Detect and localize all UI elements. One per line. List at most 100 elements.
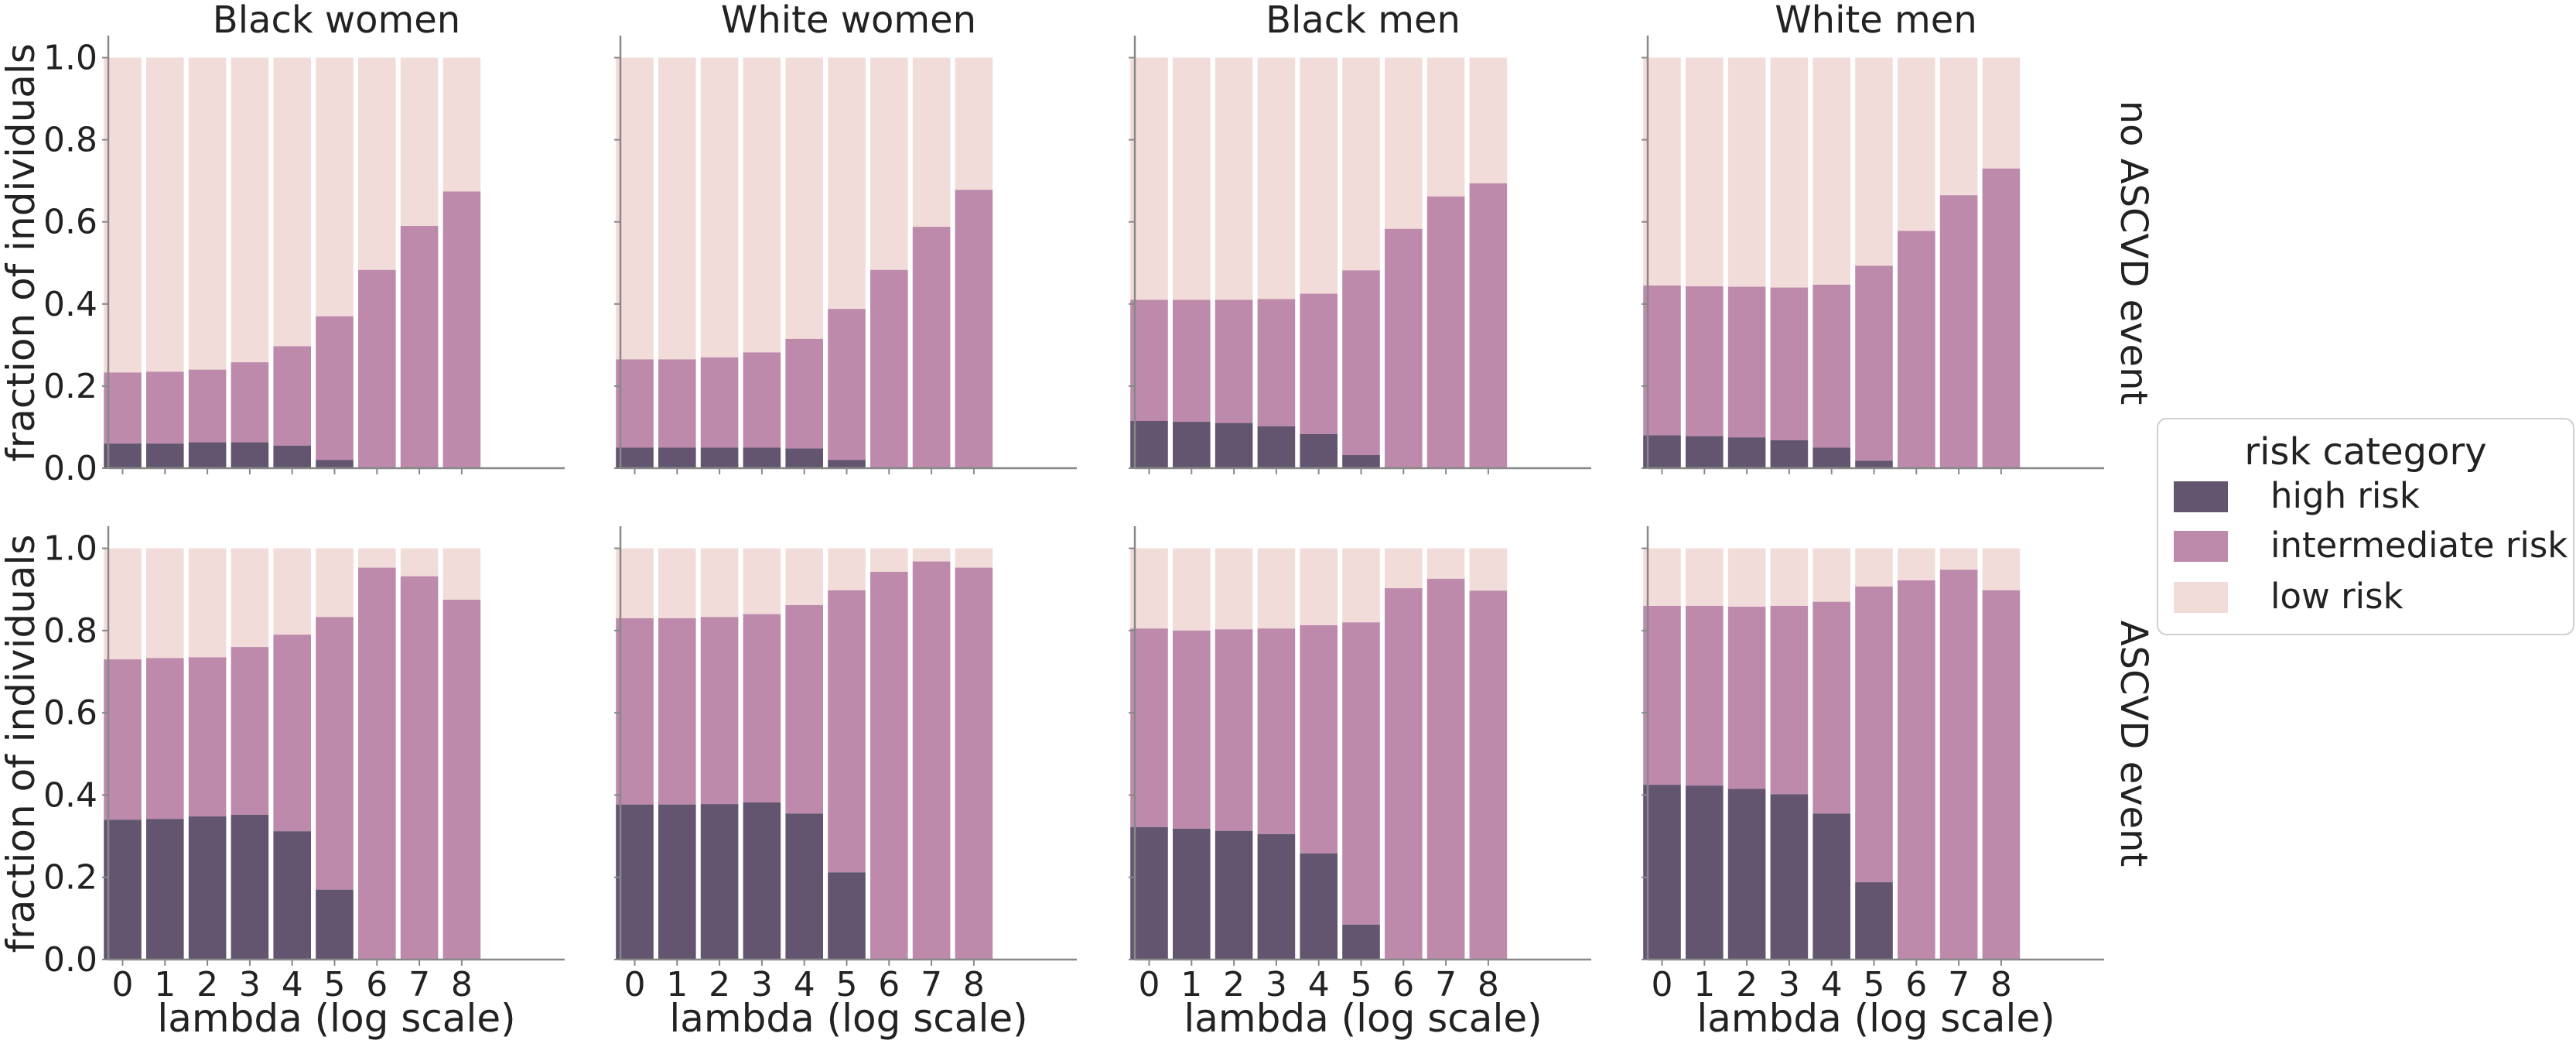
- bar-low-risk: [955, 57, 993, 190]
- y-tick-label: 0.0: [43, 449, 97, 488]
- bar-low-risk: [616, 548, 654, 618]
- bar-intermediate-risk: [700, 357, 739, 448]
- bar-low-risk: [1385, 548, 1423, 589]
- bar-high-risk: [146, 443, 184, 468]
- bar-low-risk: [231, 548, 269, 648]
- bar-low-risk: [1469, 57, 1508, 183]
- bar-high-risk: [1342, 455, 1380, 468]
- bar-intermediate-risk: [1215, 299, 1253, 423]
- bar-high-risk: [658, 447, 696, 468]
- y-tick-label: 1.0: [43, 529, 97, 569]
- bar-low-risk: [146, 548, 184, 659]
- bar-high-risk: [1686, 785, 1724, 960]
- x-tick-label: 0: [112, 965, 134, 1004]
- legend-label: high risk: [2270, 475, 2420, 516]
- bar-low-risk: [955, 548, 993, 568]
- bar-intermediate-risk: [442, 191, 481, 468]
- legend-swatch: [2174, 531, 2228, 562]
- bar-high-risk: [1300, 853, 1338, 960]
- facet-column-title: Black women: [213, 0, 460, 42]
- bar-intermediate-risk: [912, 561, 951, 960]
- facet-column-title: Black men: [1266, 0, 1461, 42]
- bar-high-risk: [743, 802, 781, 960]
- bar-low-risk: [700, 548, 739, 618]
- bar-low-risk: [104, 548, 142, 660]
- bar-low-risk: [1643, 548, 1681, 606]
- bar-intermediate-risk: [146, 371, 184, 444]
- bar-low-risk: [700, 57, 739, 358]
- bar-intermediate-risk: [1686, 286, 1724, 436]
- bar-low-risk: [658, 548, 696, 618]
- bar-high-risk: [828, 460, 866, 468]
- y-tick-label: 0.0: [43, 940, 97, 980]
- bar-intermediate-risk: [1770, 287, 1809, 440]
- bar-high-risk: [1342, 924, 1380, 960]
- bar-high-risk: [1130, 420, 1168, 468]
- x-tick-label: 5: [324, 965, 346, 1004]
- bar-low-risk: [1130, 57, 1168, 300]
- bar-intermediate-risk: [104, 372, 142, 444]
- bar-low-risk: [1257, 548, 1296, 629]
- bar-low-risk: [1426, 548, 1465, 579]
- bar-intermediate-risk: [442, 600, 481, 960]
- bar-intermediate-risk: [1939, 195, 1978, 468]
- bar-low-risk: [785, 57, 823, 339]
- bar-low-risk: [188, 57, 227, 370]
- bar-low-risk: [870, 57, 908, 270]
- bar-intermediate-risk: [616, 359, 654, 448]
- bar-intermediate-risk: [1855, 586, 1893, 883]
- x-tick-label: 6: [1905, 965, 1927, 1004]
- bar-low-risk: [1130, 548, 1168, 629]
- bar-intermediate-risk: [1727, 286, 1766, 438]
- bar-low-risk: [1898, 57, 1935, 231]
- bar-high-risk: [1130, 826, 1168, 960]
- bar-intermediate-risk: [146, 658, 184, 819]
- bar-intermediate-risk: [1643, 605, 1681, 785]
- bar-low-risk: [1173, 548, 1211, 631]
- x-tick-label: 8: [451, 965, 473, 1004]
- bar-high-risk: [1215, 423, 1253, 468]
- bar-low-risk: [442, 548, 481, 600]
- bar-low-risk: [1215, 57, 1253, 300]
- bar-low-risk: [1342, 57, 1380, 271]
- bar-high-risk: [1643, 785, 1681, 960]
- bar-intermediate-risk: [1342, 270, 1380, 456]
- bar-low-risk: [912, 548, 951, 562]
- bar-intermediate-risk: [316, 316, 354, 460]
- x-axis-label: lambda (log scale): [1184, 996, 1542, 1041]
- bar-intermediate-risk: [1300, 624, 1338, 854]
- bar-low-risk: [316, 548, 354, 618]
- bar-high-risk: [700, 804, 739, 960]
- bar-intermediate-risk: [1469, 590, 1508, 960]
- bar-intermediate-risk: [1385, 588, 1423, 960]
- bar-high-risk: [188, 816, 227, 960]
- x-tick-label: 0: [1652, 965, 1673, 1004]
- bar-intermediate-risk: [104, 659, 142, 820]
- bar-high-risk: [273, 445, 311, 468]
- x-tick-label: 7: [1948, 965, 1970, 1004]
- x-tick-label: 7: [921, 965, 942, 1004]
- bar-high-risk: [1855, 882, 1893, 960]
- bar-intermediate-risk: [1812, 601, 1850, 814]
- x-tick-label: 8: [1990, 965, 2012, 1004]
- bar-intermediate-risk: [1426, 196, 1465, 468]
- legend-label: low risk: [2270, 576, 2403, 617]
- bar-high-risk: [1257, 426, 1296, 468]
- bar-high-risk: [1643, 435, 1681, 468]
- bar-low-risk: [1426, 57, 1465, 197]
- bar-high-risk: [1215, 830, 1253, 960]
- bar-intermediate-risk: [400, 576, 439, 960]
- x-axis-label: lambda (log scale): [1696, 996, 2055, 1041]
- bar-high-risk: [1173, 422, 1211, 468]
- bar-intermediate-risk: [1215, 629, 1253, 831]
- bar-intermediate-risk: [1173, 630, 1211, 830]
- bar-low-risk: [358, 548, 396, 568]
- y-tick-label: 1.0: [43, 39, 97, 78]
- x-tick-label: 1: [1693, 965, 1715, 1004]
- x-tick-label: 1: [666, 965, 688, 1004]
- bar-high-risk: [785, 813, 823, 960]
- bar-high-risk: [1770, 440, 1809, 468]
- facet-column-title: White women: [721, 0, 976, 42]
